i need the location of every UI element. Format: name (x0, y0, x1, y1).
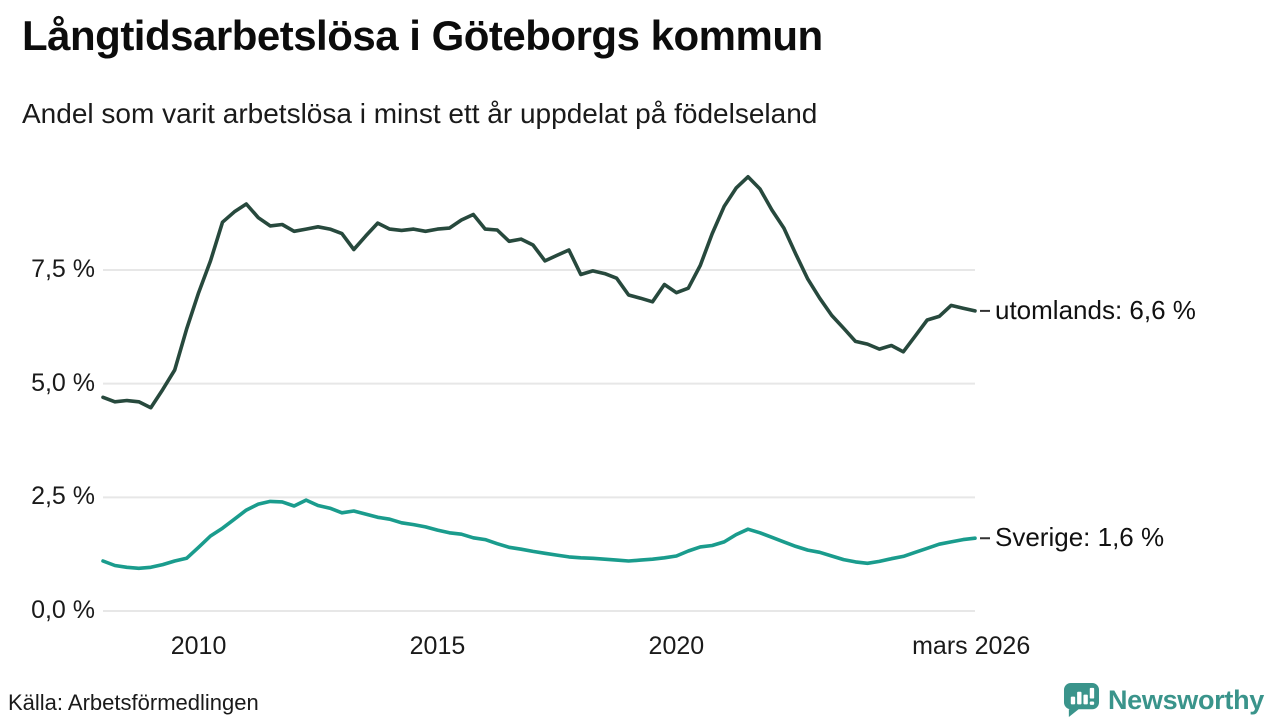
series-label-sverige: Sverige: 1,6 % (995, 522, 1165, 553)
source-note: Källa: Arbetsförmedlingen (8, 690, 259, 715)
y-axis-tick-label: 2,5 % (31, 482, 95, 511)
y-axis-tick-label: 5,0 % (31, 368, 95, 397)
brand-name: Newsworthy (1107, 684, 1264, 715)
series-label-utomlands: utomlands: 6,6 % (995, 294, 1196, 325)
series-line-sverige (101, 498, 977, 571)
x-axis-tick-label: mars 2026 (912, 632, 1031, 660)
page-title: Långtidsarbetslösa i Göteborgs kommun (22, 12, 823, 59)
brand-logo: Newsworthy (1062, 682, 1264, 718)
series-line-utomlands (101, 175, 977, 410)
x-axis-tick-label: 2015 (409, 632, 466, 660)
x-axis-tick-label: 2010 (170, 632, 227, 660)
y-axis-tick-label: 0,0 % (31, 596, 95, 624)
y-axis-tick-label: 7,5 % (31, 254, 95, 283)
page-subtitle: Andel som varit arbetslösa i minst ett å… (22, 98, 818, 129)
x-axis-tick-label: 2020 (648, 632, 705, 660)
newsworthy-chart-bubble-icon (1063, 682, 1099, 718)
